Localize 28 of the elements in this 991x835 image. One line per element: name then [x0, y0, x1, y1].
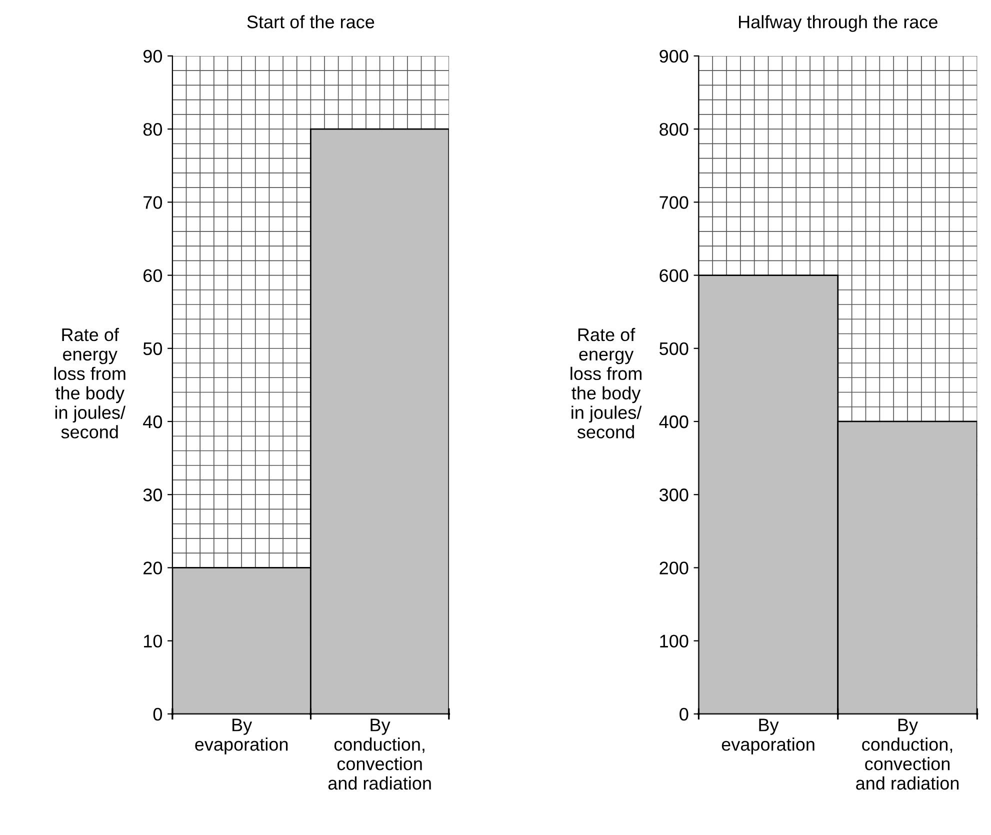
- y-tick-label: 200: [660, 562, 688, 574]
- y-tick-label: 0: [680, 708, 688, 721]
- y-tick-label: 90: [143, 50, 162, 63]
- y-axis-title: Rate of energy loss from the body in joules/ second: [570, 328, 642, 438]
- y-tick-label: 300: [660, 488, 688, 502]
- y-tick-label: 80: [143, 122, 162, 136]
- y-tick-label: 400: [659, 415, 688, 428]
- y-tick-label: 20: [144, 562, 162, 574]
- x-tick-label: By conduction, convection and radiation: [328, 718, 431, 790]
- y-tick-label: 900: [660, 50, 688, 63]
- y-tick-label: 40: [143, 415, 162, 428]
- chart-title: Halfway through the race: [739, 15, 938, 32]
- y-tick-label: 0: [153, 708, 162, 721]
- y-tick-label: 30: [143, 488, 162, 502]
- y-axis-title: Rate of energy loss from the body in joules/ second: [54, 328, 126, 438]
- y-tick-label: 60: [144, 269, 162, 282]
- y-tick-label: 500: [660, 342, 688, 356]
- x-tick-label: By evaporation: [195, 718, 288, 754]
- y-tick-label: 10: [144, 634, 162, 648]
- y-tick-label: 70: [144, 196, 162, 209]
- y-tick-label: 600: [660, 269, 688, 282]
- x-tick-label: By evaporation: [722, 718, 814, 754]
- x-tick-label: By conduction, convection and radiation: [856, 718, 959, 790]
- y-tick-label: 800: [660, 122, 688, 136]
- y-tick-label: 50: [143, 342, 162, 356]
- y-tick-label: 700: [660, 196, 688, 209]
- y-tick-label: 100: [660, 634, 688, 648]
- chart-title: Start of the race: [247, 15, 374, 28]
